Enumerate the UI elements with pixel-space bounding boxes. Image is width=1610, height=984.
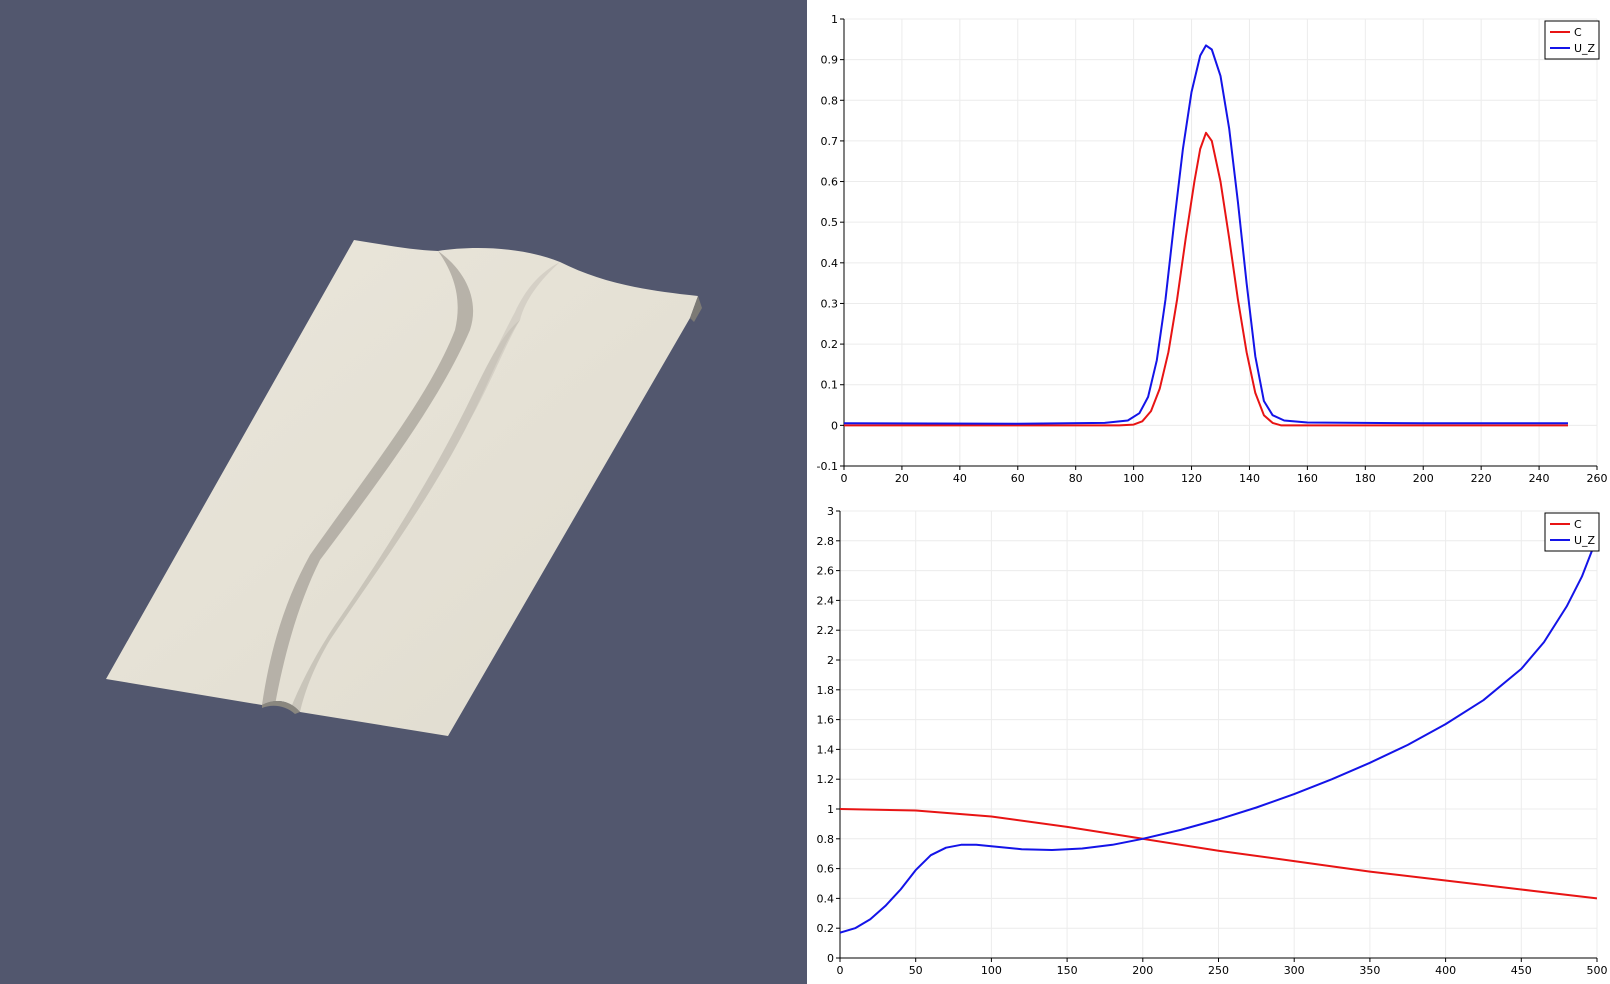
legend-label: C (1574, 518, 1582, 531)
x-tick-label: 180 (1355, 472, 1376, 485)
x-tick-label: 140 (1239, 472, 1260, 485)
x-tick-label: 20 (895, 472, 909, 485)
y-tick-label: 0 (827, 952, 834, 965)
surface-mesh (106, 240, 698, 736)
y-tick-label: 0.2 (821, 338, 839, 351)
y-tick-label: 0.6 (817, 863, 835, 876)
render-view-3d[interactable] (0, 0, 807, 984)
y-tick-label: 1.8 (817, 684, 835, 697)
legend-label: U_Z (1574, 42, 1596, 55)
y-tick-label: 0.2 (817, 922, 835, 935)
x-tick-label: 80 (1069, 472, 1083, 485)
y-tick-label: 3 (827, 505, 834, 518)
x-tick-label: 0 (837, 964, 844, 977)
x-tick-label: 220 (1471, 472, 1492, 485)
x-tick-label: 260 (1587, 472, 1608, 485)
line-chart-bottom[interactable]: 0 50 100 150 200 250 300 350 400 450 500 0 0.2 0.4 0.6… (807, 492, 1610, 984)
chart-top-canvas: 0 20 40 60 80 100 120 140 160 180 200 220 240 260 -0.1… (817, 13, 1608, 485)
surface-ridge-shadow (262, 251, 474, 705)
y-tick-label: 1 (831, 13, 838, 26)
x-tick-label: 40 (953, 472, 967, 485)
legend-box (1544, 512, 1600, 552)
series-line-u-z (844, 44, 1568, 425)
y-tick-label: 1.2 (817, 773, 835, 786)
y-tick-label: 2.6 (817, 565, 835, 578)
surface-edge (690, 296, 702, 322)
chart-grid (843, 18, 1598, 467)
x-tick-label: 200 (1413, 472, 1434, 485)
y-tick-label: 0.9 (821, 54, 839, 67)
x-tick-label: 240 (1529, 472, 1550, 485)
x-tick-label: 100 (981, 964, 1002, 977)
y-tick-label: 1.6 (817, 714, 835, 727)
x-tick-label: 60 (1011, 472, 1025, 485)
x-tick-label: 50 (909, 964, 923, 977)
series-line-c (840, 808, 1597, 900)
y-tick-label: 1 (827, 803, 834, 816)
y-tick-label: 2.2 (817, 624, 835, 637)
y-tick-label: 0.5 (821, 216, 839, 229)
chart-bottom-canvas: 0 50 100 150 200 250 300 350 400 450 500 0 0.2 0.4 0.6… (817, 505, 1608, 977)
surface-edge-bottom (262, 700, 300, 714)
series-line-c (844, 131, 1568, 427)
series-line-u-z (840, 537, 1597, 934)
y-tick-label: 0.1 (821, 379, 839, 392)
x-tick-label: 120 (1181, 472, 1202, 485)
surface-ridge-crest (460, 262, 560, 420)
y-tick-label: 2 (827, 654, 834, 667)
x-tick-label: 500 (1587, 964, 1608, 977)
x-tick-label: 250 (1208, 964, 1229, 977)
x-tick-label: 400 (1435, 964, 1456, 977)
legend-label: C (1574, 26, 1582, 39)
y-tick-label: 2.8 (817, 535, 835, 548)
x-tick-label: 0 (841, 472, 848, 485)
x-tick-label: 350 (1359, 964, 1380, 977)
x-tick-label: 300 (1284, 964, 1305, 977)
y-tick-label: 1.4 (817, 743, 835, 756)
y-tick-label: 0.4 (817, 892, 835, 905)
line-chart-top[interactable]: 0 20 40 60 80 100 120 140 160 180 200 220 240 260 -0.1… (807, 0, 1610, 492)
y-tick-label: 0.7 (821, 135, 839, 148)
legend-label: U_Z (1574, 534, 1596, 547)
x-tick-label: 450 (1511, 964, 1532, 977)
y-tick-label: 0.6 (821, 176, 839, 189)
y-tick-label: 0.4 (821, 257, 839, 270)
y-tick-label: 0.8 (821, 94, 839, 107)
y-tick-label: -0.1 (817, 460, 838, 473)
chart-legend: C U_Z (1544, 20, 1600, 60)
chart-grid (839, 510, 1598, 959)
x-tick-label: 100 (1123, 472, 1144, 485)
legend-box (1544, 20, 1600, 60)
y-tick-label: 0.3 (821, 297, 839, 310)
x-tick-label: 160 (1297, 472, 1318, 485)
y-tick-label: 0 (831, 419, 838, 432)
x-tick-label: 150 (1057, 964, 1078, 977)
y-tick-label: 0.8 (817, 833, 835, 846)
render-canvas[interactable] (0, 0, 807, 984)
x-tick-label: 200 (1132, 964, 1153, 977)
y-tick-label: 2.4 (817, 594, 835, 607)
chart-legend: C U_Z (1544, 512, 1600, 552)
